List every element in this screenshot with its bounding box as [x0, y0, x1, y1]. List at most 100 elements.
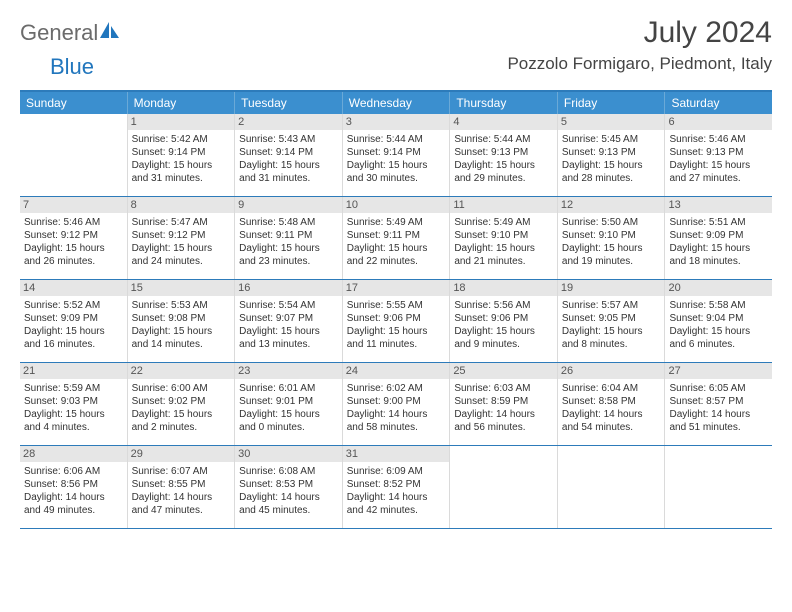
week-row: 21Sunrise: 5:59 AMSunset: 9:03 PMDayligh… [20, 363, 772, 446]
title-block: July 2024 Pozzolo Formigaro, Piedmont, I… [507, 16, 772, 74]
sunrise-label: Sunrise: 6:05 AM [669, 382, 768, 395]
sunset-label: Sunset: 8:59 PM [454, 395, 553, 408]
dl2-label: and 30 minutes. [347, 172, 446, 185]
dl1-label: Daylight: 15 hours [347, 242, 446, 255]
dl1-label: Daylight: 14 hours [239, 491, 338, 504]
day-number: 11 [450, 197, 557, 213]
day-number: 16 [235, 280, 342, 296]
calendar-cell: 9Sunrise: 5:48 AMSunset: 9:11 PMDaylight… [235, 197, 343, 279]
calendar-cell: 16Sunrise: 5:54 AMSunset: 9:07 PMDayligh… [235, 280, 343, 362]
dl1-label: Daylight: 15 hours [239, 159, 338, 172]
day-number: 29 [128, 446, 235, 462]
week-row: 7Sunrise: 5:46 AMSunset: 9:12 PMDaylight… [20, 197, 772, 280]
sunrise-label: Sunrise: 5:58 AM [669, 299, 768, 312]
dl2-label: and 31 minutes. [239, 172, 338, 185]
calendar-cell: 26Sunrise: 6:04 AMSunset: 8:58 PMDayligh… [558, 363, 666, 445]
sunrise-label: Sunrise: 5:48 AM [239, 216, 338, 229]
sunset-label: Sunset: 9:12 PM [24, 229, 123, 242]
dl2-label: and 13 minutes. [239, 338, 338, 351]
calendar-cell: 7Sunrise: 5:46 AMSunset: 9:12 PMDaylight… [20, 197, 128, 279]
dl2-label: and 24 minutes. [132, 255, 231, 268]
sunset-label: Sunset: 9:14 PM [239, 146, 338, 159]
brand-logo: General [20, 20, 120, 46]
calendar-cell: 30Sunrise: 6:08 AMSunset: 8:53 PMDayligh… [235, 446, 343, 528]
sunset-label: Sunset: 8:52 PM [347, 478, 446, 491]
day-number: 3 [343, 114, 450, 130]
dl2-label: and 14 minutes. [132, 338, 231, 351]
sunset-label: Sunset: 9:11 PM [347, 229, 446, 242]
dl2-label: and 45 minutes. [239, 504, 338, 517]
sunset-label: Sunset: 8:55 PM [132, 478, 231, 491]
day-header-thursday: Thursday [450, 92, 558, 114]
sunrise-label: Sunrise: 5:45 AM [562, 133, 661, 146]
day-number: 19 [558, 280, 665, 296]
dl1-label: Daylight: 15 hours [347, 159, 446, 172]
sunset-label: Sunset: 9:01 PM [239, 395, 338, 408]
calendar-cell: 20Sunrise: 5:58 AMSunset: 9:04 PMDayligh… [665, 280, 772, 362]
day-number: 5 [558, 114, 665, 130]
dl2-label: and 19 minutes. [562, 255, 661, 268]
calendar: Sunday Monday Tuesday Wednesday Thursday… [20, 90, 772, 529]
dl1-label: Daylight: 15 hours [669, 242, 768, 255]
day-header-sunday: Sunday [20, 92, 128, 114]
day-number: 25 [450, 363, 557, 379]
sunset-label: Sunset: 9:06 PM [347, 312, 446, 325]
day-number: 15 [128, 280, 235, 296]
dl2-label: and 49 minutes. [24, 504, 123, 517]
week-row: 14Sunrise: 5:52 AMSunset: 9:09 PMDayligh… [20, 280, 772, 363]
sunrise-label: Sunrise: 6:00 AM [132, 382, 231, 395]
sunrise-label: Sunrise: 5:52 AM [24, 299, 123, 312]
dl2-label: and 16 minutes. [24, 338, 123, 351]
dl1-label: Daylight: 15 hours [132, 408, 231, 421]
dl2-label: and 31 minutes. [132, 172, 231, 185]
sunset-label: Sunset: 9:07 PM [239, 312, 338, 325]
sunrise-label: Sunrise: 5:46 AM [24, 216, 123, 229]
dl1-label: Daylight: 15 hours [669, 325, 768, 338]
sunrise-label: Sunrise: 6:09 AM [347, 465, 446, 478]
sunset-label: Sunset: 9:06 PM [454, 312, 553, 325]
calendar-cell: 10Sunrise: 5:49 AMSunset: 9:11 PMDayligh… [343, 197, 451, 279]
dl2-label: and 54 minutes. [562, 421, 661, 434]
location-label: Pozzolo Formigaro, Piedmont, Italy [507, 54, 772, 74]
calendar-cell: 13Sunrise: 5:51 AMSunset: 9:09 PMDayligh… [665, 197, 772, 279]
day-header-friday: Friday [558, 92, 666, 114]
sunrise-label: Sunrise: 5:46 AM [669, 133, 768, 146]
day-number: 13 [665, 197, 772, 213]
dl2-label: and 27 minutes. [669, 172, 768, 185]
dl1-label: Daylight: 15 hours [132, 325, 231, 338]
calendar-cell: 25Sunrise: 6:03 AMSunset: 8:59 PMDayligh… [450, 363, 558, 445]
sunset-label: Sunset: 9:12 PM [132, 229, 231, 242]
calendar-cell: 18Sunrise: 5:56 AMSunset: 9:06 PMDayligh… [450, 280, 558, 362]
sunrise-label: Sunrise: 5:57 AM [562, 299, 661, 312]
sunset-label: Sunset: 9:09 PM [669, 229, 768, 242]
calendar-cell [665, 446, 772, 528]
dl1-label: Daylight: 15 hours [454, 159, 553, 172]
dl2-label: and 21 minutes. [454, 255, 553, 268]
sunset-label: Sunset: 9:14 PM [132, 146, 231, 159]
day-number: 2 [235, 114, 342, 130]
weeks-container: 1Sunrise: 5:42 AMSunset: 9:14 PMDaylight… [20, 114, 772, 529]
dl2-label: and 56 minutes. [454, 421, 553, 434]
day-number: 31 [343, 446, 450, 462]
sail-icon [100, 22, 120, 40]
sunset-label: Sunset: 9:09 PM [24, 312, 123, 325]
calendar-cell: 15Sunrise: 5:53 AMSunset: 9:08 PMDayligh… [128, 280, 236, 362]
dl1-label: Daylight: 15 hours [239, 242, 338, 255]
day-header-tuesday: Tuesday [235, 92, 343, 114]
dl2-label: and 0 minutes. [239, 421, 338, 434]
dl2-label: and 42 minutes. [347, 504, 446, 517]
calendar-cell: 17Sunrise: 5:55 AMSunset: 9:06 PMDayligh… [343, 280, 451, 362]
sunset-label: Sunset: 8:53 PM [239, 478, 338, 491]
dl2-label: and 29 minutes. [454, 172, 553, 185]
day-number: 28 [20, 446, 127, 462]
calendar-cell [20, 114, 128, 196]
sunrise-label: Sunrise: 5:55 AM [347, 299, 446, 312]
calendar-cell: 3Sunrise: 5:44 AMSunset: 9:14 PMDaylight… [343, 114, 451, 196]
sunset-label: Sunset: 8:56 PM [24, 478, 123, 491]
dl2-label: and 51 minutes. [669, 421, 768, 434]
sunset-label: Sunset: 9:00 PM [347, 395, 446, 408]
sunset-label: Sunset: 9:13 PM [669, 146, 768, 159]
calendar-cell: 14Sunrise: 5:52 AMSunset: 9:09 PMDayligh… [20, 280, 128, 362]
day-number: 21 [20, 363, 127, 379]
sunrise-label: Sunrise: 6:06 AM [24, 465, 123, 478]
